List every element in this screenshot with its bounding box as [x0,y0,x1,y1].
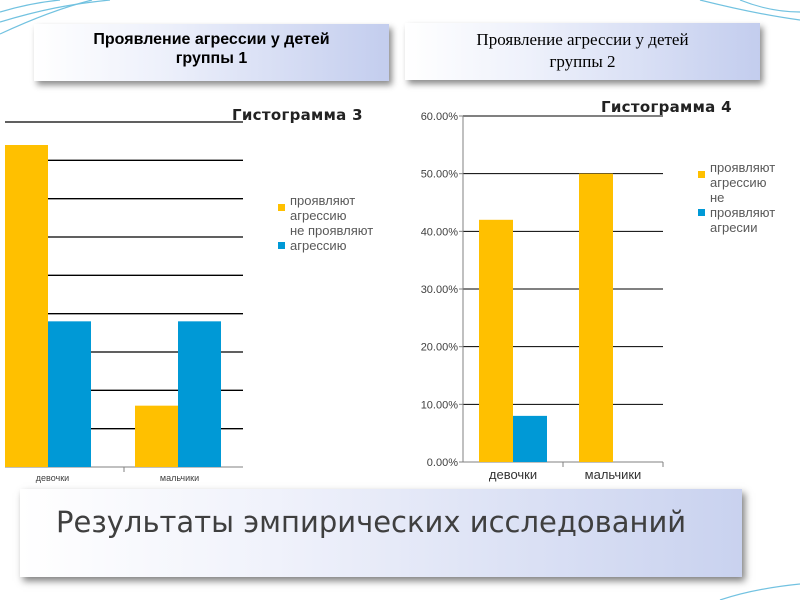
bar-blue [513,415,547,462]
legend-swatch-blue [278,242,285,249]
y-tick-label: 0.00% [427,457,458,469]
title-box-group-1: Проявление агрессии у детей группы 1 [34,24,389,81]
legend-label: не проявляют агрессию [290,223,374,253]
legend-swatch-blue [698,209,705,216]
bar-blue [178,321,221,467]
legend-label: не проявляют агресии [710,190,776,235]
y-tick-label: 60.00% [421,111,459,123]
y-tick-label: 10.00% [421,399,459,411]
bar-yellow [135,405,178,467]
y-tick-label: 50.00% [421,169,459,181]
legend-swatch-yellow [278,204,285,211]
legend-item-series-1: проявляют агрессию [278,193,378,223]
footer-banner: Результаты эмпирических исследований [20,489,742,577]
x-tick-label: мальчики [160,473,199,483]
bar-yellow [5,145,48,467]
title-line-1: Проявление агрессии у детей [93,31,330,48]
y-tick-label: 20.00% [421,342,459,354]
legend-item-series-2: не проявляют агресии [698,190,780,235]
x-tick-label: мальчики [585,467,642,482]
chart-title-histogram-3: Гистограмма 3 [232,106,363,124]
x-tick-label: девочки [36,473,69,483]
histogram-4-legend: проявляют агрессию не проявляют агресии [698,160,780,235]
title-line-1: Проявление агрессии у детей [476,30,689,49]
legend-label: проявляют агрессию [290,193,356,223]
title-box-group-2: Проявление агрессии у детей группы 2 [405,23,760,80]
bar-blue [48,321,91,467]
legend-item-series-1: проявляют агрессию [698,160,780,190]
bar-yellow [579,173,613,462]
legend-label: проявляют агрессию [710,160,776,190]
x-tick-label: девочки [489,467,537,482]
y-tick-label: 30.00% [421,284,459,296]
title-line-2: группы 1 [175,50,248,67]
chart-title-histogram-4: Гистограмма 4 [601,98,732,116]
legend-swatch-yellow [698,171,705,178]
y-tick-label: 40.00% [421,226,459,238]
bar-yellow [479,219,513,462]
title-line-2: группы 2 [549,52,616,71]
histogram-3-legend: проявляют агрессию не проявляют агрессию [278,193,378,253]
legend-item-series-2: не проявляют агрессию [278,223,378,253]
